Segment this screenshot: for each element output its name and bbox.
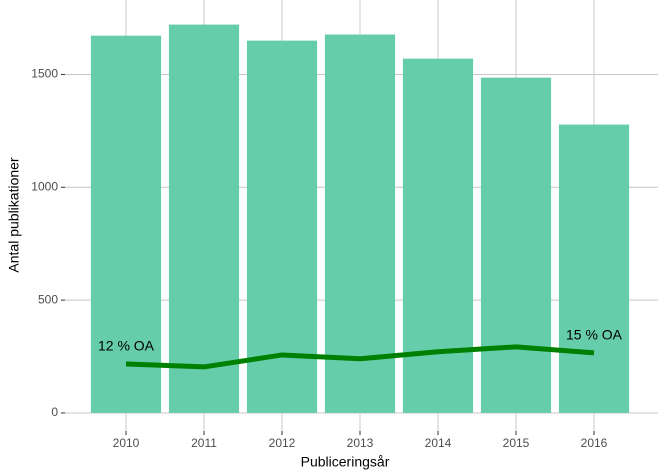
x-tick-label: 2010: [113, 436, 140, 450]
y-tick-label: 500: [38, 292, 58, 306]
bar: [402, 58, 474, 413]
x-tick-label: 2014: [425, 436, 452, 450]
oa-line: [125, 344, 595, 370]
annotation: 12 % OA: [98, 338, 155, 354]
x-tick-label: 2011: [191, 436, 217, 450]
bar: [90, 35, 162, 413]
x-tick-label: 2015: [503, 436, 530, 450]
y-tick-label: 1500: [31, 67, 58, 81]
x-tick-label: 2013: [347, 436, 374, 450]
bar: [324, 34, 396, 413]
y-axis-label: Antal publikationer: [6, 157, 22, 273]
x-tick-label: 2016: [581, 436, 608, 450]
bar: [558, 124, 630, 413]
annotation: 15 % OA: [566, 327, 623, 343]
x-tick-label: 2012: [269, 436, 296, 450]
y-tick-label: 1000: [31, 179, 58, 193]
y-tick-label: 0: [51, 405, 58, 419]
bar: [480, 77, 552, 413]
x-axis-label: Publiceringsår: [301, 454, 390, 470]
bar: [246, 40, 318, 413]
bar: [168, 24, 240, 413]
